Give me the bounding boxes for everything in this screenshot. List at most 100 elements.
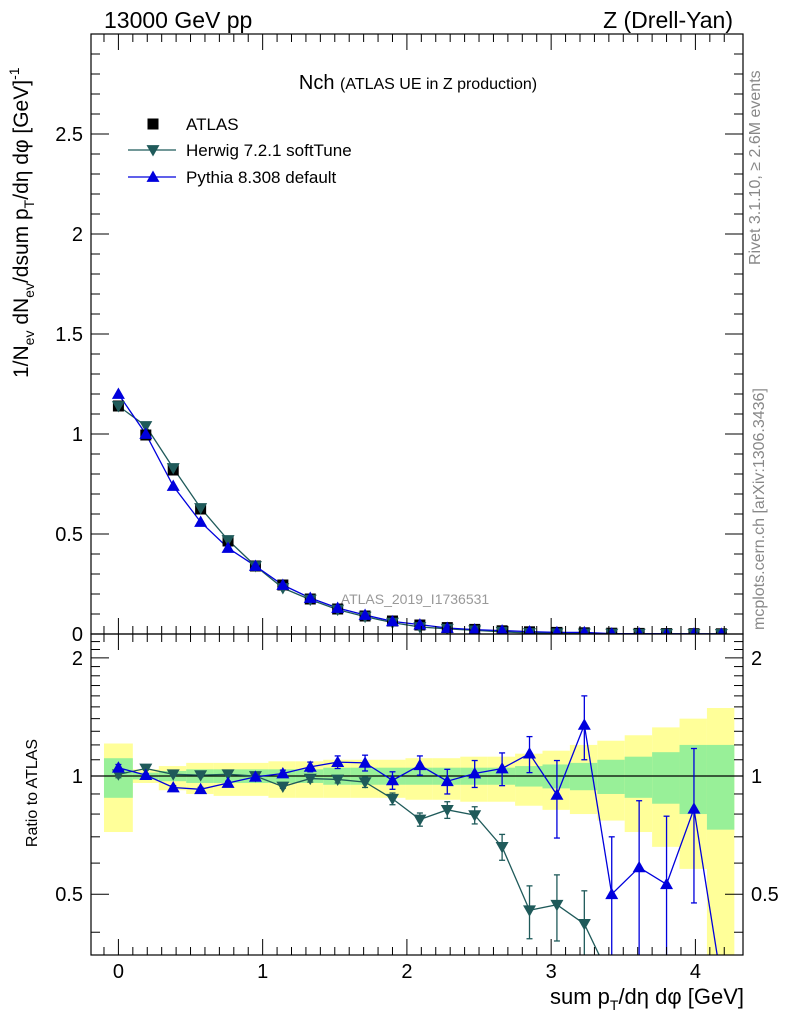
ratio-y-tick-label-left: 0.5 (55, 884, 83, 906)
header-right: Z (Drell-Yan) (603, 7, 733, 33)
x-tick-label: 1 (257, 961, 268, 983)
herwig-ratio-point (303, 773, 317, 786)
legend: ATLAS Herwig 7.2.1 softTune Pythia 8.308 d… (128, 115, 352, 187)
ratio-y-tick-label-right: 2 (751, 648, 762, 670)
pythia-ratio-point (221, 776, 235, 788)
pythia-ratio-point (577, 718, 591, 730)
pythia-ratio-point (111, 761, 125, 773)
herwig-ratio-point (550, 899, 564, 912)
herwig-point (139, 421, 153, 433)
mcplots-label: mcplots.cern.ch [arXiv:1306.3436] (751, 388, 768, 630)
legend-herwig-label: Herwig 7.2.1 softTune (186, 141, 352, 160)
pythia-ratio-point (605, 887, 619, 900)
pythia-ratio-point (331, 755, 345, 767)
pythia-ratio-point (385, 773, 399, 786)
pythia-point (194, 515, 208, 527)
herwig-ratio-point (385, 793, 399, 806)
band-inner-bin (679, 744, 707, 815)
herwig-ratio-point (577, 919, 591, 931)
legend-herwig-marker (146, 145, 160, 157)
pythia-ratio-point (194, 782, 208, 795)
herwig-ratio-point (523, 905, 537, 917)
pythia-ratio-point (660, 877, 674, 890)
herwig-ratio-point (468, 810, 482, 822)
plot-title-main: Nch (299, 72, 335, 94)
main-series (111, 387, 728, 634)
pythia-point (413, 618, 427, 630)
pythia-ratio-point (440, 774, 454, 787)
y-axis-label-ratio: Ratio to ATLAS (24, 739, 41, 847)
herwig-ratio-point (495, 841, 509, 854)
rivet-label: Rivet 3.1.10, ≥ 2.6M events (747, 70, 764, 265)
pythia-ratio-point (358, 756, 372, 768)
legend-pythia-label: Pythia 8.308 default (186, 168, 337, 187)
pythia-ratio-point (276, 766, 290, 779)
herwig-ratio-point (358, 777, 372, 789)
pythia-point (524, 625, 535, 634)
pythia-point (496, 624, 508, 634)
x-tick-label: 0 (113, 961, 124, 983)
ratio-series (111, 695, 718, 955)
pythia-ratio-point (523, 747, 537, 759)
ratio-y-tick-label-right: 0.5 (751, 884, 779, 906)
band-inner-bin (706, 744, 735, 830)
main-y-tick-label: 1.5 (55, 324, 83, 346)
band-inner-bin (652, 752, 680, 804)
x-axis-label: sum pT/dη dφ [GeV] (550, 984, 744, 1013)
pythia-point (635, 627, 644, 634)
pythia-point (221, 541, 235, 553)
herwig-ratio-point (166, 769, 180, 781)
pythia-point (552, 625, 562, 634)
legend-atlas-label: ATLAS (186, 115, 239, 134)
herwig-ratio-point (194, 770, 208, 782)
pythia-point (139, 427, 153, 439)
pythia-ratio-point (413, 758, 427, 771)
pythia-point (385, 614, 399, 627)
x-tick-label: 2 (401, 961, 412, 983)
herwig-point (166, 463, 180, 475)
main-y-tick-label: 0 (72, 624, 83, 646)
main-y-tick-label: 0.5 (55, 524, 83, 546)
pythia-point (579, 625, 589, 634)
ratio-y-tick-label-left: 1 (72, 766, 83, 788)
y-axis-label-main: 1/Nev dNev/dsum pT/dη dφ [GeV]-1 (6, 67, 37, 378)
plot-title: Nch (ATLAS UE in Z production) (299, 72, 537, 94)
pythia-point (358, 608, 372, 620)
pythia-ratio-point (495, 762, 509, 774)
plot-title-sub: (ATLAS UE in Z production) (340, 76, 537, 93)
pythia-point (166, 479, 180, 491)
herwig-point (221, 535, 235, 547)
pythia-ratio-point (303, 760, 317, 772)
pythia-ratio-point (632, 860, 646, 873)
x-tick-label: 3 (546, 961, 557, 983)
pythia-point (248, 559, 262, 571)
main-y-tick-label: 2 (72, 224, 83, 246)
pythia-ratio-point (468, 766, 482, 779)
legend-atlas-marker (147, 118, 159, 130)
ratio-y-tick-label-right: 1 (751, 766, 762, 788)
pythia-ratio-point (248, 770, 262, 782)
pythia-ratio-point (139, 768, 153, 781)
pythia-point (331, 601, 345, 613)
ratio-uncertainty-bands (91, 708, 743, 955)
pythia-ratio-point (550, 788, 564, 800)
legend-pythia-marker (146, 170, 160, 182)
pythia-point (717, 627, 726, 634)
pythia-ratio-point (166, 780, 180, 793)
herwig-point (111, 401, 125, 413)
herwig-ratio-point (331, 774, 345, 786)
band-inner-bin (597, 759, 625, 794)
herwig-ratio-point (440, 804, 454, 817)
pythia-point (607, 627, 616, 634)
pythia-point (303, 591, 317, 603)
main-y-tick-label: 1 (72, 424, 83, 446)
x-tick-label: 4 (690, 961, 701, 983)
ratio-frame (90, 633, 744, 956)
ratio-y-tick-label-left: 2 (72, 648, 83, 670)
herwig-ratio-point (276, 781, 290, 794)
herwig-ratio-point (221, 769, 235, 781)
pythia-point (111, 387, 125, 399)
main-panel (111, 387, 728, 634)
